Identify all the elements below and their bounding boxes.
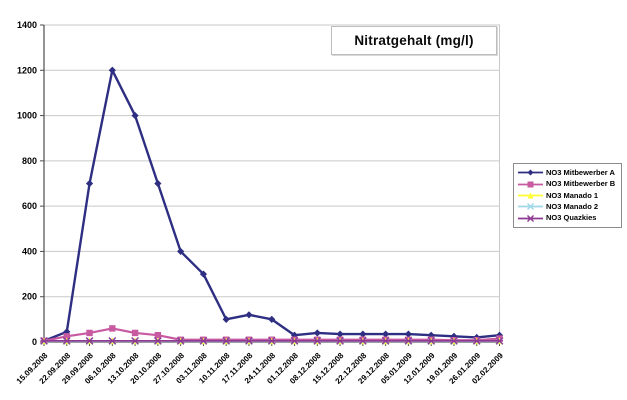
series-no3-quazkies (40, 336, 504, 345)
chart-title: Nitratgehalt (mg/l) (354, 33, 474, 48)
y-tick-label: 200 (22, 292, 37, 302)
legend-item: NO3 Mitbewerber A (518, 168, 619, 177)
legend-label: NO3 Mitbewerber B (546, 179, 616, 189)
legend-item: NO3 Manado 1 (518, 191, 619, 200)
legend-diamond-icon (518, 169, 543, 176)
legend-star-icon (518, 214, 543, 222)
y-tick-label: 0 (32, 337, 37, 347)
chart-legend: NO3 Mitbewerber A NO3 Mitbewerber B NO3 Ma… (513, 163, 622, 228)
legend-square-icon (518, 181, 543, 188)
y-tick-label: 1000 (17, 111, 37, 121)
y-tick-label: 800 (22, 156, 37, 166)
legend-item: NO3 Mitbewerber B (518, 180, 619, 189)
legend-item: NO3 Quazkies (518, 214, 619, 223)
legend-triangle-icon (518, 192, 543, 199)
chart-title-box: Nitratgehalt (mg/l) (331, 26, 497, 55)
series-no3-mitbewerber-a (40, 66, 504, 345)
legend-x-icon (518, 203, 543, 211)
y-tick-label: 1400 (17, 20, 37, 30)
legend-item: NO3 Manado 2 (518, 202, 619, 211)
legend-label: NO3 Quazkies (546, 213, 597, 223)
y-tick-label: 1200 (17, 65, 37, 75)
legend-label: NO3 Mitbewerber A (546, 168, 615, 178)
legend-label: NO3 Manado 2 (546, 202, 599, 212)
y-tick-label: 400 (22, 246, 37, 256)
legend-label: NO3 Manado 1 (546, 190, 599, 200)
y-tick-label: 600 (22, 201, 37, 211)
